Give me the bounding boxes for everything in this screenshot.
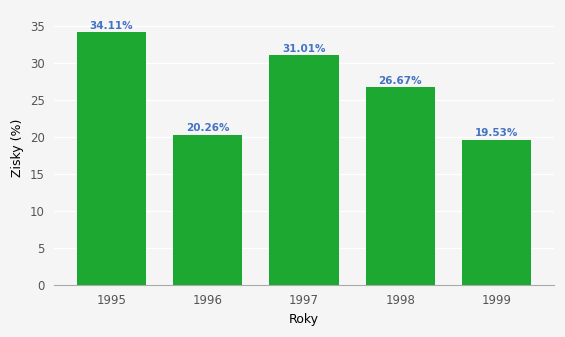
Bar [462,140,531,285]
X-axis label: Roky: Roky [289,313,319,326]
Text: 31.01%: 31.01% [282,43,326,54]
Text: 19.53%: 19.53% [475,128,518,139]
Y-axis label: Zisky (%): Zisky (%) [11,119,24,177]
Bar [173,135,242,285]
Bar [366,88,435,285]
Bar [270,55,339,285]
Bar [77,32,146,285]
Text: 34.11%: 34.11% [90,21,133,31]
Text: 26.67%: 26.67% [379,75,422,86]
Text: 20.26%: 20.26% [186,123,229,133]
